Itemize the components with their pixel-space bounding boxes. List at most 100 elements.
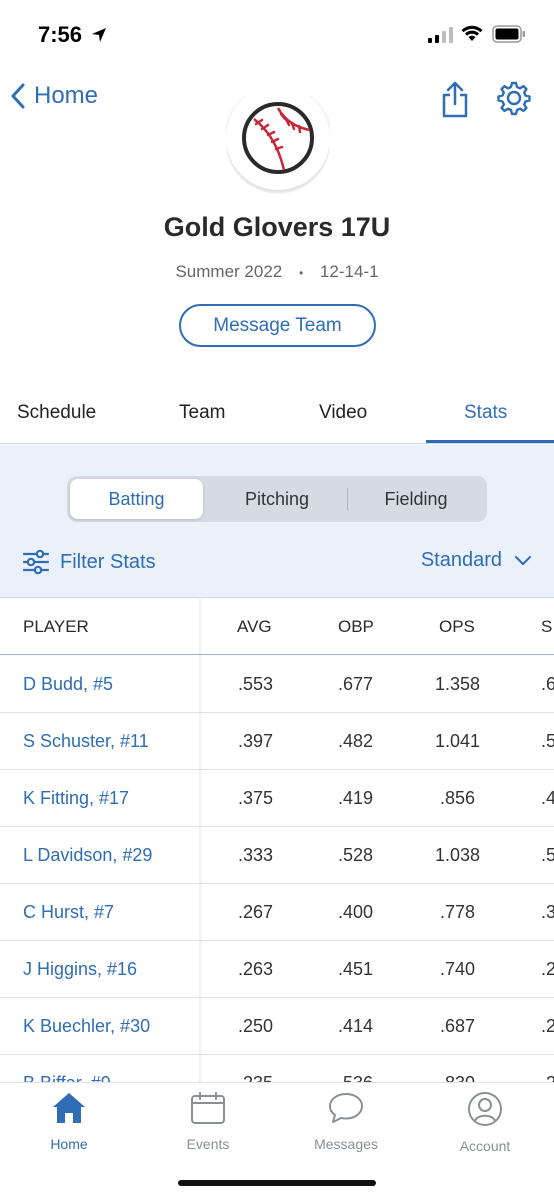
baseball-icon bbox=[242, 102, 314, 174]
ops-value: .687 bbox=[440, 1016, 476, 1036]
obp-value: .536 bbox=[338, 1073, 373, 1082]
player-name[interactable]: S Schuster, #11 bbox=[23, 731, 149, 751]
bottom-tab-account[interactable]: Account bbox=[425, 1091, 545, 1154]
status-bar: 7:56 bbox=[0, 0, 554, 70]
team-logo bbox=[226, 96, 330, 194]
table-row: J Higgins, #16 .263 .451 .740 .2 bbox=[0, 941, 554, 998]
next-column-value: .6 bbox=[541, 674, 554, 694]
table-header: PLAYER AVG OBP OPS S bbox=[0, 599, 554, 655]
bottom-tab-events[interactable]: Events bbox=[148, 1091, 268, 1152]
location-arrow-icon bbox=[92, 28, 106, 42]
frozen-column-shadow bbox=[199, 599, 203, 1082]
calendar-icon bbox=[191, 1092, 225, 1124]
message-team-button[interactable]: Message Team bbox=[179, 304, 376, 347]
avg-value: .333 bbox=[238, 845, 274, 865]
player-name[interactable]: B Biffar, #9 bbox=[23, 1073, 111, 1082]
table-row: D Budd, #5 .553 .677 1.358 .6 bbox=[0, 656, 554, 713]
team-tabs: Schedule Team Video Stats bbox=[0, 386, 554, 444]
avg-value: .235 bbox=[238, 1073, 273, 1082]
team-name: Gold Glovers 17U bbox=[163, 212, 391, 242]
table-row: K Buechler, #30 .250 .414 .687 .2 bbox=[0, 998, 554, 1055]
player-name[interactable]: J Higgins, #16 bbox=[23, 959, 138, 979]
next-column-value: .5 bbox=[541, 845, 554, 865]
table-row: K Fitting, #17 .375 .419 .856 .4 bbox=[0, 770, 554, 827]
share-icon[interactable] bbox=[440, 80, 470, 118]
player-name[interactable]: D Budd, #5 bbox=[23, 674, 114, 694]
active-tab-indicator bbox=[426, 440, 554, 443]
obp-value: .419 bbox=[338, 788, 374, 808]
chevron-left-icon bbox=[11, 83, 25, 109]
stats-view-dropdown[interactable]: Standard bbox=[421, 549, 532, 572]
stats-view-label: Standard bbox=[420, 549, 502, 571]
bottom-tab-messages-label: Messages bbox=[314, 1136, 378, 1152]
header-next-column[interactable]: S bbox=[541, 617, 553, 636]
gear-icon[interactable] bbox=[496, 80, 532, 116]
bottom-tab-messages[interactable]: Messages bbox=[286, 1091, 406, 1152]
avg-value: .553 bbox=[238, 674, 274, 694]
home-icon bbox=[53, 1093, 85, 1123]
cellular-signal-icon bbox=[428, 27, 453, 43]
tab-schedule[interactable]: Schedule bbox=[17, 402, 97, 423]
tab-team[interactable]: Team bbox=[179, 402, 226, 423]
obp-value: .400 bbox=[338, 902, 374, 922]
next-column-value: .2 bbox=[541, 1016, 554, 1036]
table-row: B Biffar, #9 .235 .536 .830 .2 bbox=[0, 1055, 554, 1082]
player-name[interactable]: K Buechler, #30 bbox=[23, 1016, 151, 1036]
tab-video[interactable]: Video bbox=[319, 402, 368, 423]
sliders-icon bbox=[22, 549, 50, 575]
next-column-value: .2 bbox=[541, 1073, 554, 1082]
obp-value: .528 bbox=[338, 845, 374, 865]
bottom-tab-account-label: Account bbox=[459, 1138, 511, 1154]
avg-value: .375 bbox=[238, 788, 274, 808]
bottom-tab-events-label: Events bbox=[186, 1136, 230, 1152]
avg-value: .397 bbox=[238, 731, 274, 751]
player-name[interactable]: L Davidson, #29 bbox=[23, 845, 153, 865]
chevron-down-icon bbox=[515, 555, 531, 565]
next-column-value: .2 bbox=[541, 959, 554, 979]
player-name[interactable]: K Fitting, #17 bbox=[23, 788, 130, 808]
account-icon bbox=[468, 1092, 502, 1126]
segment-pitching[interactable]: Pitching bbox=[244, 488, 310, 509]
header-ops[interactable]: OPS bbox=[439, 617, 475, 636]
stats-controls: Batting Pitching Fielding Filter Stats S… bbox=[0, 445, 554, 598]
stats-segmented-control: Batting Pitching Fielding bbox=[67, 476, 487, 522]
table-row: S Schuster, #11 .397 .482 1.041 .5 bbox=[0, 713, 554, 770]
team-season: Summer 2022 bbox=[175, 262, 283, 281]
header-player[interactable]: PLAYER bbox=[23, 617, 89, 636]
table-row: L Davidson, #29 .333 .528 1.038 .5 bbox=[0, 827, 554, 884]
obp-value: .482 bbox=[338, 731, 374, 751]
segment-divider bbox=[347, 488, 348, 510]
player-name[interactable]: C Hurst, #7 bbox=[23, 902, 115, 922]
segment-batting[interactable]: Batting bbox=[70, 479, 203, 519]
header-obp[interactable]: OBP bbox=[338, 617, 374, 636]
avg-value: .263 bbox=[238, 959, 274, 979]
tab-stats[interactable]: Stats bbox=[464, 402, 508, 423]
table-row: C Hurst, #7 .267 .400 .778 .3 bbox=[0, 884, 554, 941]
header-avg[interactable]: AVG bbox=[237, 617, 272, 636]
segment-fielding[interactable]: Fielding bbox=[384, 488, 448, 509]
avg-value: .250 bbox=[238, 1016, 274, 1036]
chat-bubble-icon bbox=[329, 1093, 363, 1123]
ops-value: .830 bbox=[440, 1073, 475, 1082]
next-column-value: .4 bbox=[541, 788, 554, 808]
nav-bar: Home bbox=[0, 70, 554, 130]
ops-value: 1.038 bbox=[435, 845, 481, 865]
bottom-tab-home-label: Home bbox=[50, 1136, 88, 1152]
wifi-icon bbox=[461, 25, 483, 41]
team-subtitle: Summer 2022 • 12-14-1 bbox=[0, 262, 554, 282]
ops-value: .778 bbox=[440, 902, 476, 922]
ops-value: .740 bbox=[440, 959, 476, 979]
next-column-value: .3 bbox=[541, 902, 554, 922]
back-label: Home bbox=[34, 82, 99, 109]
home-indicator bbox=[178, 1180, 376, 1186]
ops-value: .856 bbox=[440, 788, 476, 808]
team-record: 12-14-1 bbox=[319, 262, 379, 281]
obp-value: .677 bbox=[338, 674, 374, 694]
bottom-tab-home[interactable]: Home bbox=[9, 1091, 129, 1152]
batting-stats-table[interactable]: PLAYER AVG OBP OPS S D Budd, #5 .553 .67… bbox=[0, 599, 554, 1082]
filter-stats-button[interactable]: Filter Stats bbox=[22, 549, 156, 575]
ops-value: 1.041 bbox=[435, 731, 481, 751]
back-button[interactable]: Home bbox=[10, 82, 98, 110]
separator-dot: • bbox=[298, 265, 304, 280]
obp-value: .451 bbox=[338, 959, 374, 979]
